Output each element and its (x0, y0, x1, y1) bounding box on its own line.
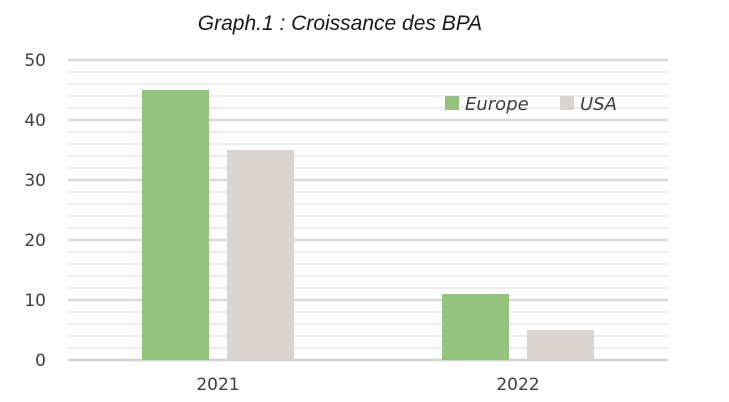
chart-title: Graph.1 : Croissance des BPA (197, 12, 483, 35)
bar-europe-2022 (442, 294, 509, 360)
y-axis-ticks: 0 10 20 30 40 50 (24, 51, 46, 371)
y-tick-label: 30 (24, 171, 46, 191)
x-tick-label: 2021 (196, 375, 239, 395)
y-tick-label: 0 (35, 351, 46, 371)
y-tick-label: 10 (24, 291, 46, 311)
bar-usa-2022 (527, 330, 594, 360)
x-axis-ticks: 2021 2022 (196, 375, 539, 395)
legend-swatch-europe (445, 96, 459, 110)
legend-label-europe: Europe (465, 94, 529, 115)
y-tick-label: 40 (24, 111, 46, 131)
x-tick-label: 2022 (496, 375, 539, 395)
bars (142, 90, 594, 360)
y-tick-label: 20 (24, 231, 46, 251)
legend-label-usa: USA (580, 94, 617, 115)
legend: Europe USA (445, 94, 617, 115)
bar-europe-2021 (142, 90, 209, 360)
y-tick-label: 50 (24, 51, 46, 71)
legend-swatch-usa (560, 96, 574, 110)
bar-usa-2021 (227, 150, 294, 360)
